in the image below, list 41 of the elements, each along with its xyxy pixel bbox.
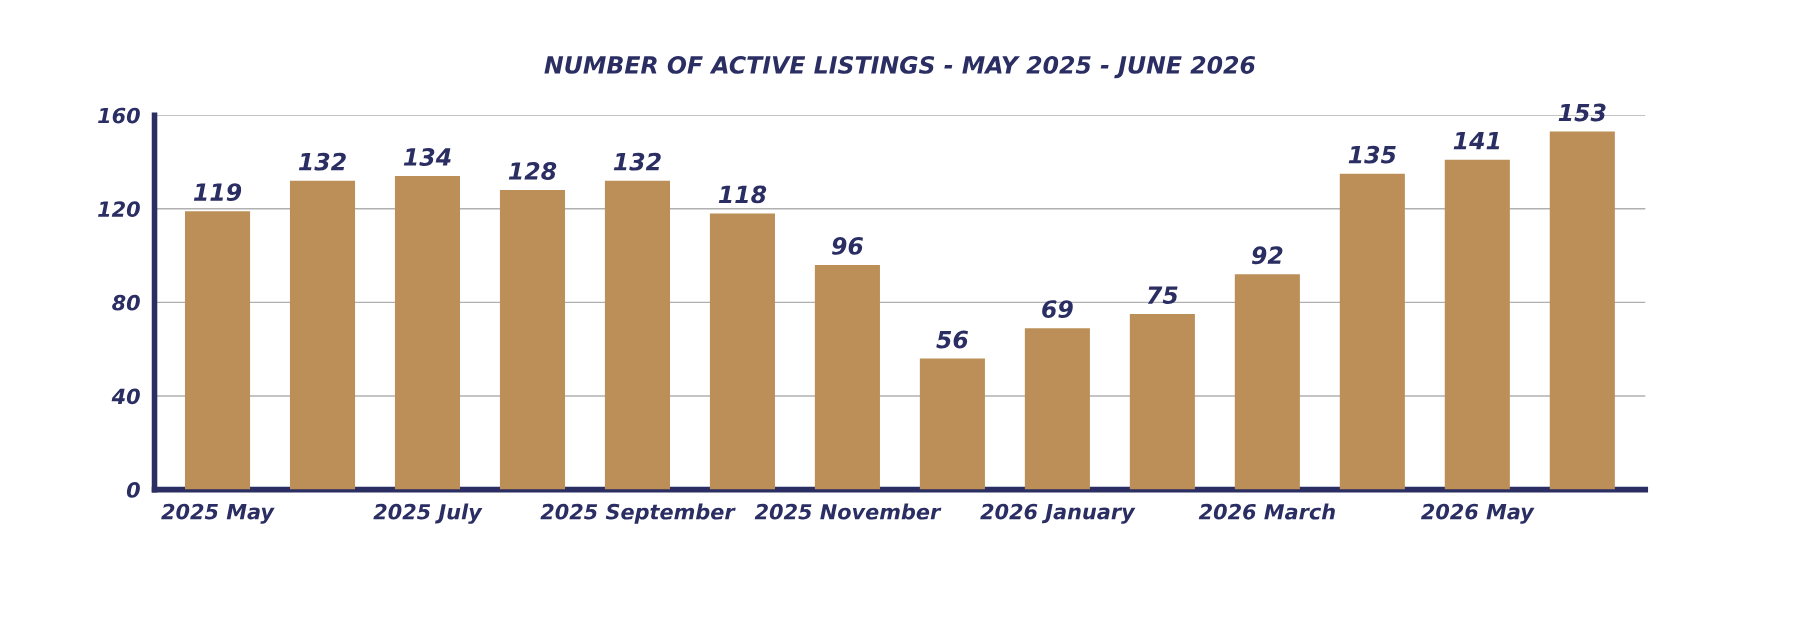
- bar: [604, 180, 670, 490]
- y-tick-label: 80: [112, 294, 140, 311]
- data-label: 92: [1251, 246, 1283, 265]
- bar: [184, 211, 251, 490]
- data-label: 118: [718, 185, 767, 204]
- x-tick-label: 2025 November: [754, 503, 942, 520]
- x-tick-label: 2026 May: [1421, 503, 1535, 524]
- bar: [709, 213, 775, 490]
- bar: [1549, 131, 1615, 490]
- data-label: 56: [936, 330, 968, 349]
- data-label: 69: [1042, 300, 1073, 319]
- y-tick-label: 160: [98, 107, 140, 124]
- bar: [1024, 328, 1090, 490]
- data-label: 141: [1453, 131, 1500, 150]
- x-tick-label: 2025 July: [373, 503, 483, 524]
- bar: [1234, 274, 1300, 490]
- bar: [814, 264, 880, 490]
- y-tick-label: 40: [111, 388, 140, 405]
- data-label: 135: [1348, 145, 1396, 164]
- x-tick-label: 2025 May: [161, 503, 275, 524]
- chart-title: NUMBER OF ACTIVE LISTINGS - MAY 2025 - JUNE 2026: [544, 56, 1256, 79]
- data-label: 75: [1147, 286, 1178, 304]
- bar: [499, 190, 566, 490]
- bar: [289, 180, 356, 490]
- x-tick-label: 2026 January: [980, 503, 1136, 524]
- x-tick-label: 2025 September: [540, 503, 736, 524]
- bar: [1339, 173, 1405, 490]
- data-label: 132: [613, 152, 661, 171]
- x-tick-label: 2026 March: [1198, 503, 1335, 520]
- data-label: 153: [1558, 103, 1606, 122]
- bar: [394, 176, 461, 490]
- data-label: 96: [831, 236, 864, 255]
- bar: [1444, 159, 1510, 490]
- data-label: 128: [508, 162, 557, 180]
- data-label: 119: [193, 183, 242, 202]
- y-tick-label: 0: [126, 482, 140, 498]
- y-tick-label: 120: [98, 201, 140, 218]
- bar: [1129, 314, 1195, 490]
- data-label: 134: [403, 148, 451, 166]
- data-label: 132: [298, 152, 346, 171]
- bar: [919, 358, 985, 490]
